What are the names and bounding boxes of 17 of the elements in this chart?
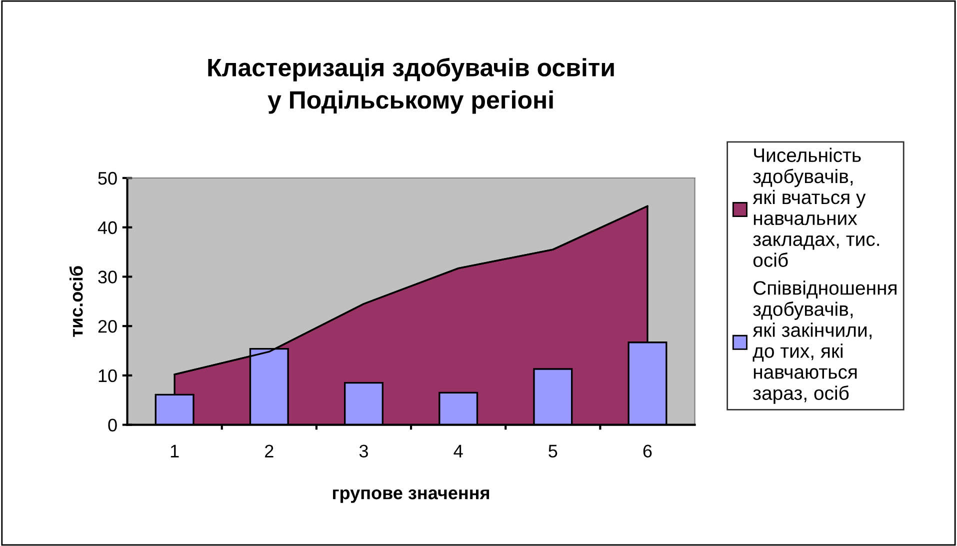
x-tick-label: 1	[170, 444, 179, 458]
x-tick-label: 2	[265, 444, 274, 458]
legend-label: Чисельність здобувачів, які вчаться у навчальних закладах, тис. осіб	[752, 148, 880, 267]
y-axis-title: тис.осіб	[69, 266, 83, 337]
y-tick-label: 40	[98, 221, 117, 234]
y-tick-label: 50	[98, 172, 117, 185]
y-tick-label: 20	[98, 320, 117, 333]
x-tick-label: 5	[548, 444, 558, 458]
y-tick-label: 10	[98, 369, 117, 382]
x-tick-label: 6	[643, 444, 652, 458]
x-tick-label: 4	[454, 444, 463, 458]
x-tick-label: 3	[359, 444, 368, 458]
legend-label: Співвідношення здобувачів, які закінчили, до тих, які навчаються зараз, осіб	[752, 280, 896, 404]
y-tick-label: 30	[98, 270, 117, 284]
y-tick-label: 0	[108, 418, 117, 432]
chart-title: Кластеризація здобувачів освіти у Подільському регіоні	[208, 58, 614, 114]
x-axis-title: групове значення	[333, 489, 490, 503]
